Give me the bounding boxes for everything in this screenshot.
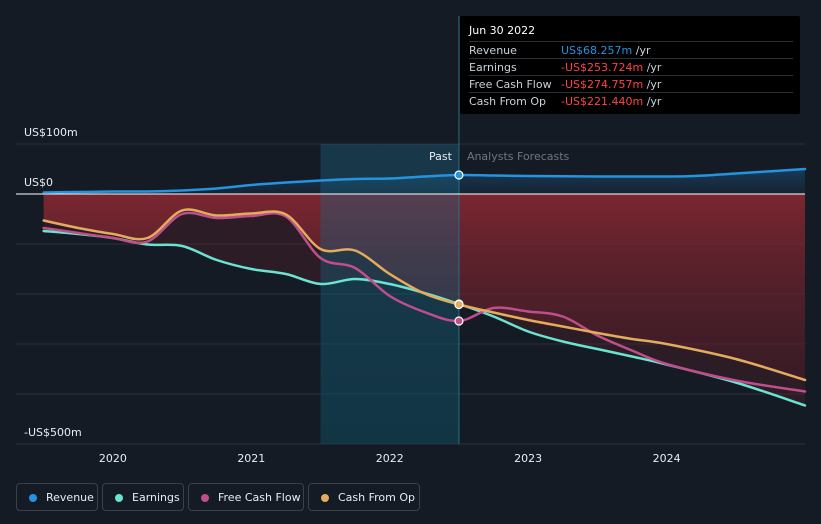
series-lines	[42, 167, 807, 407]
cash-from-op-line	[42, 208, 807, 382]
tooltip-unit: /yr	[635, 44, 651, 57]
legend-item-cash-from-op[interactable]: Cash From Op	[308, 483, 420, 511]
y-axis-labels: US$100m US$0 -US$500m	[24, 126, 82, 439]
legend-dot-icon	[321, 494, 329, 502]
x-tick-label: 2022	[376, 452, 404, 465]
tooltip-row-name: Earnings	[469, 61, 517, 74]
legend-label: Free Cash Flow	[218, 491, 301, 504]
series-markers	[454, 170, 464, 326]
tooltip-panel: Jun 30 2022 Revenue US$68.257m /yr Earni…	[460, 16, 800, 114]
tooltip-row-name: Free Cash Flow	[469, 78, 552, 91]
tooltip-date: Jun 30 2022	[469, 24, 536, 37]
free-cash-flow-marker	[454, 316, 464, 326]
cash-from-op-marker	[454, 299, 464, 310]
tooltip-row-value: US$68.257m /yr	[561, 42, 651, 59]
free-cash-flow-line	[42, 211, 807, 393]
legend-item-earnings[interactable]: Earnings	[102, 483, 184, 511]
legend-label: Cash From Op	[338, 491, 416, 504]
legend-label: Revenue	[46, 491, 94, 504]
revenue-line	[42, 167, 807, 194]
revenue-marker	[454, 170, 464, 180]
past-label: Past	[429, 150, 453, 163]
x-tick-label: 2020	[99, 452, 127, 465]
tooltip-row-value: -US$274.757m /yr	[561, 76, 661, 93]
legend-dot-icon	[29, 494, 37, 502]
x-tick-label: 2023	[514, 452, 542, 465]
tooltip-row-earnings: Earnings -US$253.724m /yr	[469, 58, 793, 76]
tooltip-row-value: -US$221.440m /yr	[561, 93, 661, 110]
tooltip-unit: /yr	[646, 61, 662, 74]
past-period-shade	[320, 144, 459, 444]
legend-label: Earnings	[132, 491, 180, 504]
tooltip-value-text: -US$274.757m	[561, 78, 644, 91]
tooltip-value-text: -US$221.440m	[561, 95, 644, 108]
x-tick-label: 2024	[653, 452, 681, 465]
tooltip-row-name: Cash From Op	[469, 95, 547, 108]
legend-item-revenue[interactable]: Revenue	[16, 483, 98, 511]
y-tick-label: US$0	[24, 176, 53, 189]
y-tick-label: US$100m	[24, 126, 78, 139]
tooltip-row-revenue: Revenue US$68.257m /yr	[469, 41, 793, 59]
x-axis-labels: 2020 2021 2022 2023 2024	[99, 452, 681, 465]
legend-item-free-cash-flow[interactable]: Free Cash Flow	[188, 483, 304, 511]
legend-dot-icon	[115, 494, 123, 502]
earnings-line	[42, 229, 807, 407]
tooltip-unit: /yr	[646, 95, 662, 108]
tooltip-row-name: Revenue	[469, 44, 517, 57]
tooltip-value-text: US$68.257m	[561, 44, 633, 57]
forecast-label: Analysts Forecasts	[467, 150, 570, 163]
tooltip-row-cash-from-op: Cash From Op -US$221.440m /yr	[469, 92, 793, 110]
tooltip-row-free-cash-flow: Free Cash Flow -US$274.757m /yr	[469, 75, 793, 93]
legend-dot-icon	[201, 494, 209, 502]
x-tick-label: 2021	[237, 452, 265, 465]
y-tick-label: -US$500m	[24, 426, 82, 439]
tooltip-row-value: -US$253.724m /yr	[561, 59, 661, 76]
tooltip-unit: /yr	[646, 78, 662, 91]
tooltip-value-text: -US$253.724m	[561, 61, 644, 74]
